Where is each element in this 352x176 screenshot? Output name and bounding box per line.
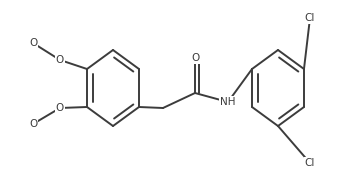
Text: O: O (29, 119, 37, 129)
Text: Cl: Cl (305, 158, 315, 168)
Text: O: O (56, 103, 64, 113)
Text: O: O (56, 55, 64, 65)
Text: Cl: Cl (305, 13, 315, 23)
Text: O: O (191, 53, 199, 63)
Text: O: O (29, 38, 37, 48)
Text: NH: NH (220, 97, 236, 107)
